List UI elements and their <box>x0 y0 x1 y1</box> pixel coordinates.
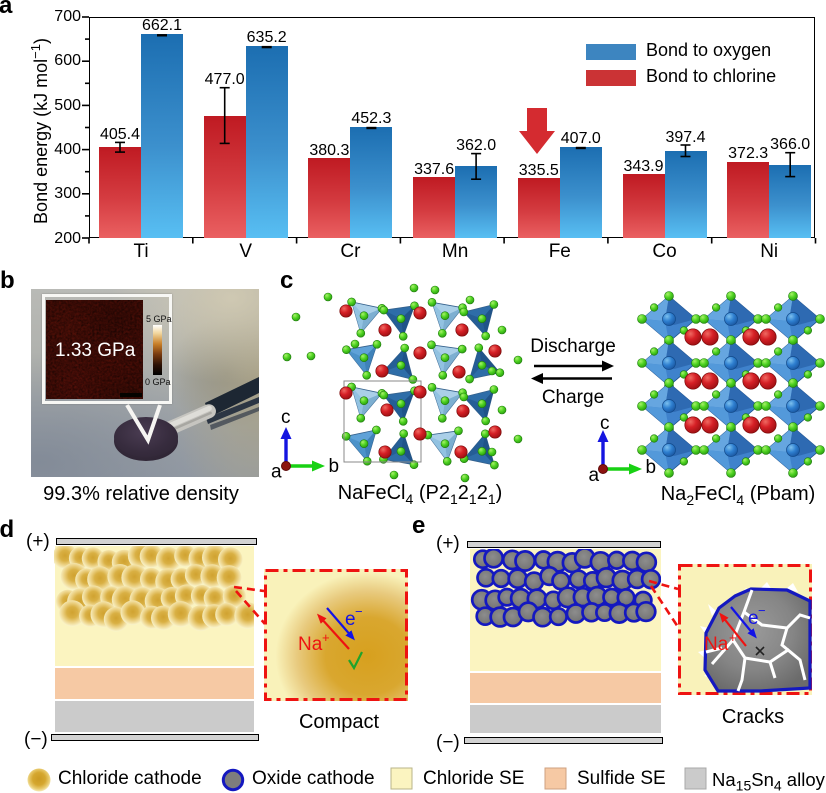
svg-text:a: a <box>589 465 600 486</box>
svg-text:b: b <box>329 456 340 477</box>
svg-text:+: + <box>729 630 737 645</box>
svg-text:Na: Na <box>298 634 323 655</box>
svg-text:+: + <box>322 630 330 645</box>
svg-text:Na: Na <box>704 634 729 655</box>
svg-text:e: e <box>748 608 759 629</box>
svg-text:c: c <box>600 413 610 434</box>
svg-text:c: c <box>281 407 291 428</box>
svg-text:−: − <box>355 604 363 619</box>
svg-text:b: b <box>646 457 657 478</box>
svg-text:e: e <box>345 609 356 630</box>
svg-text:a: a <box>271 462 282 483</box>
svg-text:−: − <box>758 603 766 618</box>
